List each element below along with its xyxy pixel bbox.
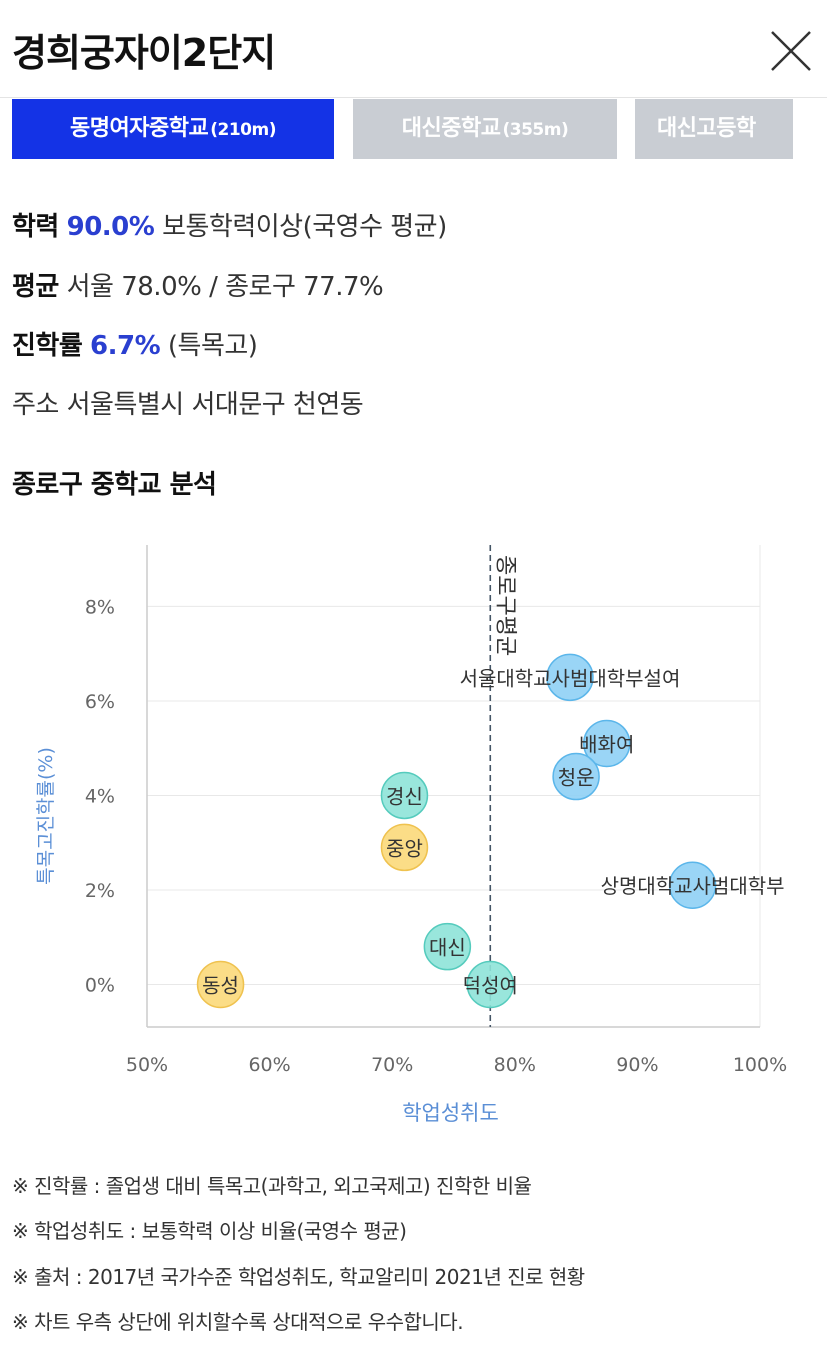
school-tabs: 동명여자중학교 (210m) 대신중학교 (355m) 대신고등학 bbox=[12, 99, 793, 159]
point-label: 대신 bbox=[429, 936, 466, 960]
tab-label: 동명여자중학교 bbox=[70, 116, 209, 141]
achievement-value: 90.0% bbox=[66, 212, 155, 242]
point-label: 덕성여 bbox=[463, 973, 518, 997]
note-2: ※ 출처 : 2017년 국가수준 학업성취도, 학교알리미 2021년 진로 … bbox=[12, 1265, 585, 1289]
y-tick-label: 6% bbox=[85, 691, 115, 713]
y-tick-label: 8% bbox=[85, 596, 115, 618]
x-axis-title: 학업성취도 bbox=[402, 1101, 499, 1125]
point-label: 상명대학교사범대학부 bbox=[601, 874, 785, 898]
scatter-point bbox=[668, 861, 717, 909]
achievement-desc: 보통학력이상(국영수 평균) bbox=[162, 212, 447, 242]
x-tick-label: 100% bbox=[733, 1054, 787, 1076]
note-0: ※ 진학률 : 졸업생 대비 특목고(과학고, 외고국제고) 진학한 비율 bbox=[12, 1174, 532, 1198]
reference-line-label: 종로구평균 bbox=[492, 555, 517, 656]
y-tick-label: 0% bbox=[85, 974, 115, 996]
page-title: 경희궁자이2단지 bbox=[12, 31, 276, 75]
advance-row: 진학률 6.7% (특목고) bbox=[12, 325, 258, 362]
scatter-point bbox=[552, 752, 600, 801]
scatter-point bbox=[546, 653, 594, 702]
point-label: 서울대학교사범대학부설여 bbox=[460, 666, 681, 690]
x-tick-label: 60% bbox=[248, 1054, 290, 1076]
tab-school-2[interactable]: 대신고등학 bbox=[635, 99, 793, 159]
note-1: ※ 학업성취도 : 보통학력 이상 비율(국영수 평균) bbox=[12, 1219, 407, 1243]
achievement-row: 학력 90.0% 보통학력이상(국영수 평균) bbox=[12, 206, 447, 243]
address-text: 서울특별시 서대문구 천연동 bbox=[66, 390, 364, 420]
note-3: ※ 차트 우측 상단에 위치할수록 상대적으로 우수합니다. bbox=[12, 1310, 464, 1334]
scatter-point bbox=[380, 771, 429, 820]
header: 경희궁자이2단지 bbox=[0, 0, 827, 98]
advance-label: 진학률 bbox=[12, 331, 83, 361]
tab-school-0[interactable]: 동명여자중학교 (210m) bbox=[12, 99, 334, 159]
y-tick-label: 2% bbox=[85, 880, 115, 902]
point-label: 동성 bbox=[202, 973, 239, 997]
advance-desc: (특목고) bbox=[167, 331, 258, 361]
scatter-point bbox=[196, 960, 245, 1009]
scatter-point bbox=[380, 823, 429, 872]
point-label: 청운 bbox=[558, 766, 595, 790]
tab-label: 대신중학교 bbox=[401, 116, 501, 141]
address-label: 주소 bbox=[12, 390, 59, 420]
y-tick-label: 4% bbox=[85, 785, 115, 807]
scatter-point bbox=[466, 960, 515, 1009]
tab-distance: (210m) bbox=[210, 120, 276, 140]
tab-school-1[interactable]: 대신중학교 (355m) bbox=[353, 99, 617, 159]
average-text: 서울 78.0% / 종로구 77.7% bbox=[66, 272, 384, 302]
address-row: 주소 서울특별시 서대문구 천연동 bbox=[12, 384, 364, 421]
average-label: 평균 bbox=[12, 272, 59, 302]
scatter-point bbox=[423, 922, 472, 971]
point-label: 중앙 bbox=[386, 836, 423, 860]
scatter-point bbox=[583, 719, 631, 768]
scatter-chart: 0% 2% 4% 6% 8% 50% 60% 70% 80% 90% 100% 학업성취도 특목고진학률… bbox=[35, 545, 787, 1125]
chart-section-title: 종로구 중학교 분석 bbox=[12, 470, 217, 500]
x-tick-label: 50% bbox=[126, 1054, 168, 1076]
x-tick-label: 70% bbox=[371, 1054, 413, 1076]
average-row: 평균 서울 78.0% / 종로구 77.7% bbox=[12, 266, 384, 303]
x-tick-label: 80% bbox=[494, 1054, 536, 1076]
point-label: 경신 bbox=[386, 784, 423, 808]
x-tick-label: 90% bbox=[616, 1054, 658, 1076]
advance-value: 6.7% bbox=[90, 331, 161, 361]
point-label: 배화여 bbox=[579, 732, 634, 756]
y-axis-title: 특목고진학률(%) bbox=[35, 747, 57, 885]
tab-label: 대신고등학 bbox=[657, 116, 756, 141]
close-icon[interactable] bbox=[768, 28, 814, 74]
tab-distance: (355m) bbox=[502, 120, 569, 140]
achievement-label: 학력 bbox=[12, 212, 59, 242]
